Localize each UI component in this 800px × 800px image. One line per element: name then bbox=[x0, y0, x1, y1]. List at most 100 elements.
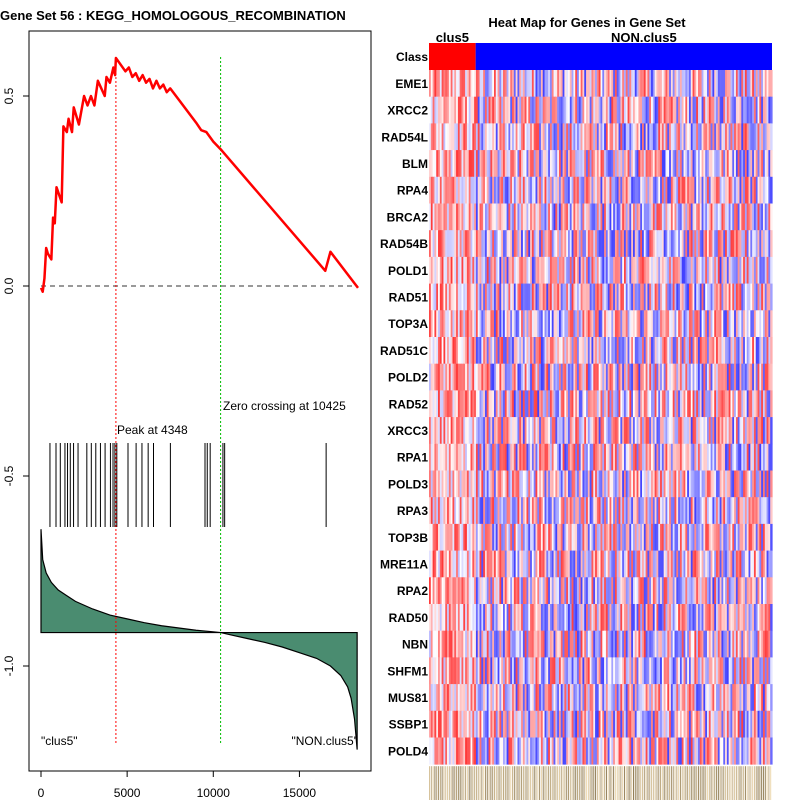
heatmap-cell bbox=[596, 604, 600, 632]
heatmap-cell bbox=[681, 310, 685, 338]
heatmap-cell bbox=[710, 230, 714, 258]
heatmap-cell bbox=[510, 604, 513, 632]
heatmap-cell bbox=[436, 684, 439, 712]
heatmap-cell bbox=[439, 123, 443, 151]
heatmap-cell bbox=[555, 657, 558, 685]
heatmap-cell bbox=[434, 310, 437, 338]
heatmap-cell bbox=[622, 470, 625, 498]
heatmap-cell bbox=[546, 70, 549, 98]
heatmap-cell bbox=[560, 176, 564, 204]
heatmap-cell bbox=[575, 176, 578, 204]
heatmap-cell bbox=[493, 123, 497, 151]
heatmap-cell bbox=[752, 363, 755, 391]
heatmap-cell bbox=[445, 390, 448, 418]
heatmap-cell bbox=[674, 550, 677, 578]
heatmap-cell bbox=[499, 684, 502, 712]
heatmap-cell bbox=[707, 230, 710, 258]
heatmap-cell bbox=[645, 550, 649, 578]
heatmap-cell bbox=[553, 150, 556, 178]
heatmap-cell bbox=[674, 230, 677, 258]
heatmap-cell bbox=[737, 443, 741, 471]
heatmap-cell bbox=[486, 710, 490, 738]
heatmap-cell bbox=[770, 443, 773, 471]
heatmap-cell bbox=[627, 684, 630, 712]
heatmap-cell bbox=[441, 96, 445, 124]
heatmap-cell bbox=[528, 577, 531, 605]
heatmap-cell bbox=[685, 443, 688, 471]
heatmap-cell bbox=[577, 283, 580, 311]
heatmap-cell bbox=[470, 710, 473, 738]
heatmap-cell bbox=[766, 203, 769, 231]
heatmap-cell bbox=[632, 550, 636, 578]
heatmap-cell bbox=[690, 710, 694, 738]
heatmap-cell bbox=[474, 523, 477, 551]
heatmap-cell bbox=[457, 337, 461, 365]
heatmap-cell bbox=[593, 657, 596, 685]
heatmap-cell bbox=[663, 176, 667, 204]
heatmap-cell bbox=[452, 470, 455, 498]
heatmap-cell bbox=[658, 363, 661, 391]
heatmap-cell bbox=[586, 203, 589, 231]
heatmap-cell bbox=[732, 363, 735, 391]
heatmap-cell bbox=[687, 684, 690, 712]
heatmap-cell bbox=[484, 203, 488, 231]
heatmap-cell bbox=[438, 203, 441, 231]
heatmap-cell bbox=[642, 497, 645, 525]
heatmap-cell bbox=[714, 497, 717, 525]
heatmap-cell bbox=[755, 256, 759, 284]
heatmap-cell bbox=[483, 150, 486, 178]
heatmap-cell bbox=[645, 283, 649, 311]
heatmap-cell bbox=[578, 684, 582, 712]
heatmap-cell bbox=[761, 550, 764, 578]
heatmap-cell bbox=[613, 657, 616, 685]
heatmap-cell bbox=[573, 123, 576, 151]
heatmap-cell bbox=[622, 550, 625, 578]
heatmap-cell bbox=[622, 630, 625, 658]
heatmap-cell bbox=[607, 70, 611, 98]
heatmap-cell bbox=[577, 230, 580, 258]
heatmap-cell bbox=[613, 737, 616, 765]
heatmap-cell bbox=[707, 256, 710, 284]
heatmap-cell bbox=[486, 443, 490, 471]
heatmap-cell bbox=[605, 497, 609, 525]
heatmap-cell bbox=[649, 283, 652, 311]
heatmap-cell bbox=[618, 96, 621, 124]
heatmap-cell bbox=[548, 497, 551, 525]
heatmap-cell bbox=[465, 96, 468, 124]
heatmap-cell bbox=[651, 443, 654, 471]
heatmap-cell bbox=[623, 310, 627, 338]
heatmap-cell bbox=[461, 630, 464, 658]
heatmap-cell bbox=[429, 497, 432, 525]
heatmap-cell bbox=[681, 737, 685, 765]
heatmap-cell bbox=[710, 363, 714, 391]
heatmap-cell bbox=[432, 256, 436, 284]
heatmap-cell bbox=[497, 417, 501, 445]
heatmap-cell bbox=[593, 630, 596, 658]
heatmap-cell bbox=[768, 657, 771, 685]
heatmap-cell bbox=[452, 390, 455, 418]
heatmap-cell bbox=[591, 604, 594, 632]
heatmap-cell bbox=[764, 710, 768, 738]
heatmap-cell bbox=[573, 203, 576, 231]
heatmap-cell bbox=[524, 203, 528, 231]
heatmap-cell bbox=[674, 604, 677, 632]
heatmap-cell bbox=[483, 630, 486, 658]
heatmap-cell bbox=[555, 337, 558, 365]
heatmap-cell bbox=[474, 657, 477, 685]
heatmap-cell bbox=[568, 470, 571, 498]
heatmap-cell bbox=[517, 283, 520, 311]
heatmap-cell bbox=[445, 310, 448, 338]
heatmap-cell bbox=[627, 523, 630, 551]
heatmap-cell bbox=[558, 230, 562, 258]
heatmap-cell bbox=[537, 710, 540, 738]
heatmap-cell bbox=[432, 737, 436, 765]
heatmap-cell bbox=[443, 150, 446, 178]
heatmap-cell bbox=[703, 390, 706, 418]
heatmap-cell bbox=[432, 363, 436, 391]
heatmap-cell bbox=[602, 443, 605, 471]
heatmap-cell bbox=[658, 443, 661, 471]
heatmap-cell bbox=[438, 150, 441, 178]
heatmap-cell bbox=[470, 337, 473, 365]
heatmap-cell bbox=[766, 577, 769, 605]
heatmap-cell bbox=[546, 470, 549, 498]
